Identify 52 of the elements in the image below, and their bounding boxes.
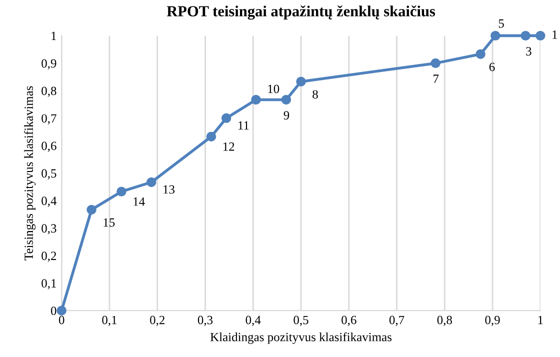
- point: [146, 177, 156, 188]
- point: [430, 58, 440, 68]
- point: [221, 113, 232, 124]
- point: [206, 132, 216, 142]
- y-tick-label: 0,7: [42, 114, 56, 124]
- point: [520, 30, 530, 41]
- annotation: 13: [164, 185, 174, 194]
- x-tick-label: 0,8: [437, 316, 452, 326]
- x-tick-label: 0: [58, 316, 64, 324]
- annotation: 9: [284, 111, 290, 120]
- annotation: 11: [238, 121, 249, 130]
- point: [296, 76, 306, 86]
- x-tick-label: 0,6: [342, 316, 356, 326]
- y-tick-label: 0,3: [42, 224, 56, 234]
- annotation: 3: [526, 47, 532, 56]
- y-tick-label: 0,5: [42, 169, 56, 180]
- y-tick-label: 0,9: [42, 59, 56, 70]
- annotation: 12: [223, 142, 234, 151]
- annotation: 6: [489, 62, 495, 72]
- y-axis-title: Teisingas pozityvus klasifikavimas: [24, 86, 36, 260]
- point: [476, 49, 486, 59]
- annotation: 5: [498, 19, 504, 28]
- annotation: 1: [552, 30, 558, 39]
- y-tick-label: 0,4: [42, 196, 57, 207]
- point: [86, 204, 96, 215]
- annotation: 10: [268, 84, 280, 94]
- x-axis-title: Klaidingas pozityvus klasifikavimas: [210, 332, 392, 344]
- y-tick-label: 0,2: [42, 252, 56, 262]
- annotation: 8: [312, 90, 318, 99]
- y-tick-label: 0: [50, 306, 56, 316]
- x-tick-label: 0,5: [294, 316, 308, 326]
- y-tick-label: 0,6: [42, 142, 56, 152]
- y-tick-label: 0,8: [42, 86, 56, 97]
- point: [251, 94, 261, 105]
- x-tick-label: 0,1: [102, 316, 117, 326]
- x-tick-label: 0,4: [246, 316, 261, 326]
- chart-title: RPOT teisingai atpažintų ženklų skaičius: [166, 5, 436, 20]
- y-tick-label: 1: [52, 32, 56, 40]
- point: [490, 30, 500, 41]
- annotation: 14: [134, 197, 145, 206]
- x-tick-label: 0,2: [150, 316, 164, 326]
- annotation: 7: [434, 74, 439, 83]
- annotation: 15: [104, 218, 115, 227]
- x-tick-label: 0,3: [198, 316, 213, 326]
- x-tick-label: 1: [538, 316, 543, 324]
- point: [281, 94, 292, 105]
- y-tick-label: 0,1: [42, 279, 56, 290]
- point: [56, 306, 66, 316]
- point: [536, 30, 546, 41]
- x-tick-label: 0,7: [389, 316, 404, 326]
- x-tick-label: 0,9: [485, 316, 500, 326]
- point: [116, 186, 126, 196]
